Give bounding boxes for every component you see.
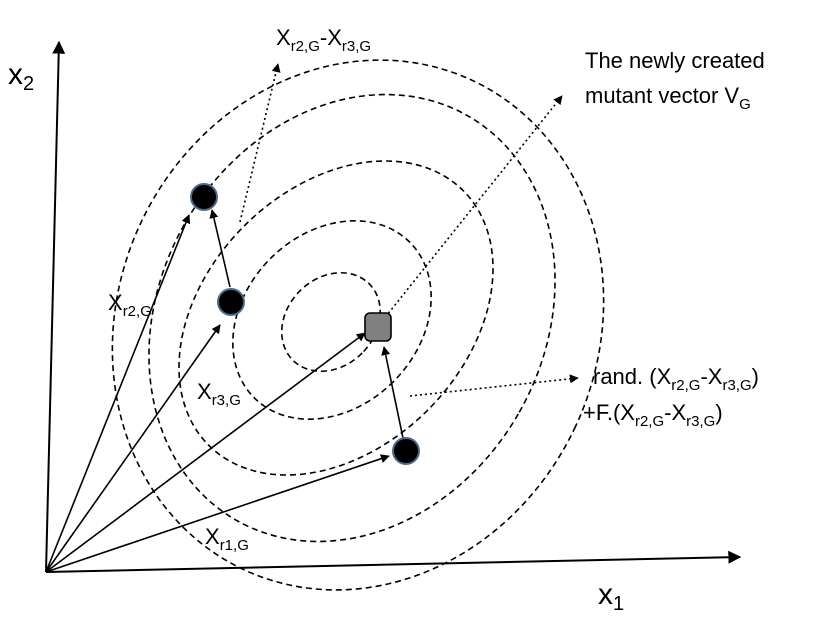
label-xr2: Xr2,G (108, 290, 152, 320)
point-xr2 (190, 183, 218, 211)
diff-top-sep: - (320, 25, 327, 50)
y-axis-label: x2 (8, 58, 34, 95)
formula2-a-sub: r2,G (635, 413, 664, 430)
label-xr1-sub: r1,G (220, 537, 249, 554)
y-axis-label-main: x (8, 58, 23, 91)
mutant-caption-sub: G (739, 96, 751, 113)
formula1-b-sub: r3,G (722, 377, 751, 394)
diff-top-a-sub: r2,G (291, 38, 320, 55)
mutant-caption-line1: The newly created (585, 48, 765, 73)
label-xr2-sub: r2,G (123, 303, 152, 320)
contour-1 (280, 271, 382, 373)
vector-xr2 (45, 214, 191, 573)
formula2-prefix: +F.(X (583, 400, 635, 425)
mutant-caption-main: mutant vector V (585, 83, 739, 108)
diff-top-b-sub: r3,G (342, 38, 371, 55)
y-axis-label-sub: 2 (23, 73, 34, 95)
vector-xr1 (45, 454, 390, 573)
formula1-a-sub: r2,G (671, 377, 700, 394)
difference-vector-r1-to-mutant (381, 346, 404, 439)
contour-5 (111, 59, 605, 591)
label-xr1: Xr1,G (205, 524, 249, 554)
formula-line2: +F.(Xr2,G-Xr3,G) (583, 400, 723, 430)
formula2-suffix: ) (715, 400, 722, 425)
diff-top-a-main: X (276, 25, 291, 50)
formula-line1: rand. (Xr2,G-Xr3,G) (593, 364, 759, 394)
difference-vectors (209, 209, 404, 439)
contour-ellipses (111, 59, 605, 591)
formula1-prefix: rand. (X (593, 364, 672, 389)
contour-2 (232, 220, 432, 420)
y-axis (45, 40, 66, 573)
mutant-vector-square (364, 312, 392, 342)
x-axis-label-main: x (598, 578, 613, 611)
formula2-mid: -X (664, 400, 686, 425)
vector-xr3 (45, 324, 221, 573)
contour-3 (178, 160, 494, 476)
x-axis (45, 550, 742, 573)
vector-mutant (45, 332, 366, 573)
position-vectors (45, 214, 390, 573)
label-xr3-sub: r3,G (212, 392, 241, 409)
formula1-mid: -X (700, 364, 722, 389)
contour-4 (148, 93, 556, 543)
difference-vector-r3-to-r2 (209, 209, 231, 288)
point-xr3 (217, 288, 245, 316)
leader-diff-top (239, 63, 281, 223)
leader-mutant (378, 95, 563, 326)
label-xr1-main: X (205, 524, 220, 549)
formula1-suffix: ) (752, 364, 759, 389)
label-xr3: Xr3,G (197, 379, 241, 409)
label-xr2-main: X (108, 290, 123, 315)
x-axis-label: x1 (598, 578, 624, 615)
diff-top-b-main: X (327, 25, 342, 50)
label-xr3-main: X (197, 379, 212, 404)
mutant-caption-line2: mutant vector VG (585, 83, 751, 113)
leader-formula (409, 374, 579, 397)
difference-label-top: Xr2,G-Xr3,G (276, 25, 371, 55)
point-xr1 (392, 437, 420, 465)
leader-lines (239, 63, 579, 397)
x-axis-label-sub: 1 (613, 593, 624, 615)
formula2-b-sub: r3,G (686, 413, 715, 430)
